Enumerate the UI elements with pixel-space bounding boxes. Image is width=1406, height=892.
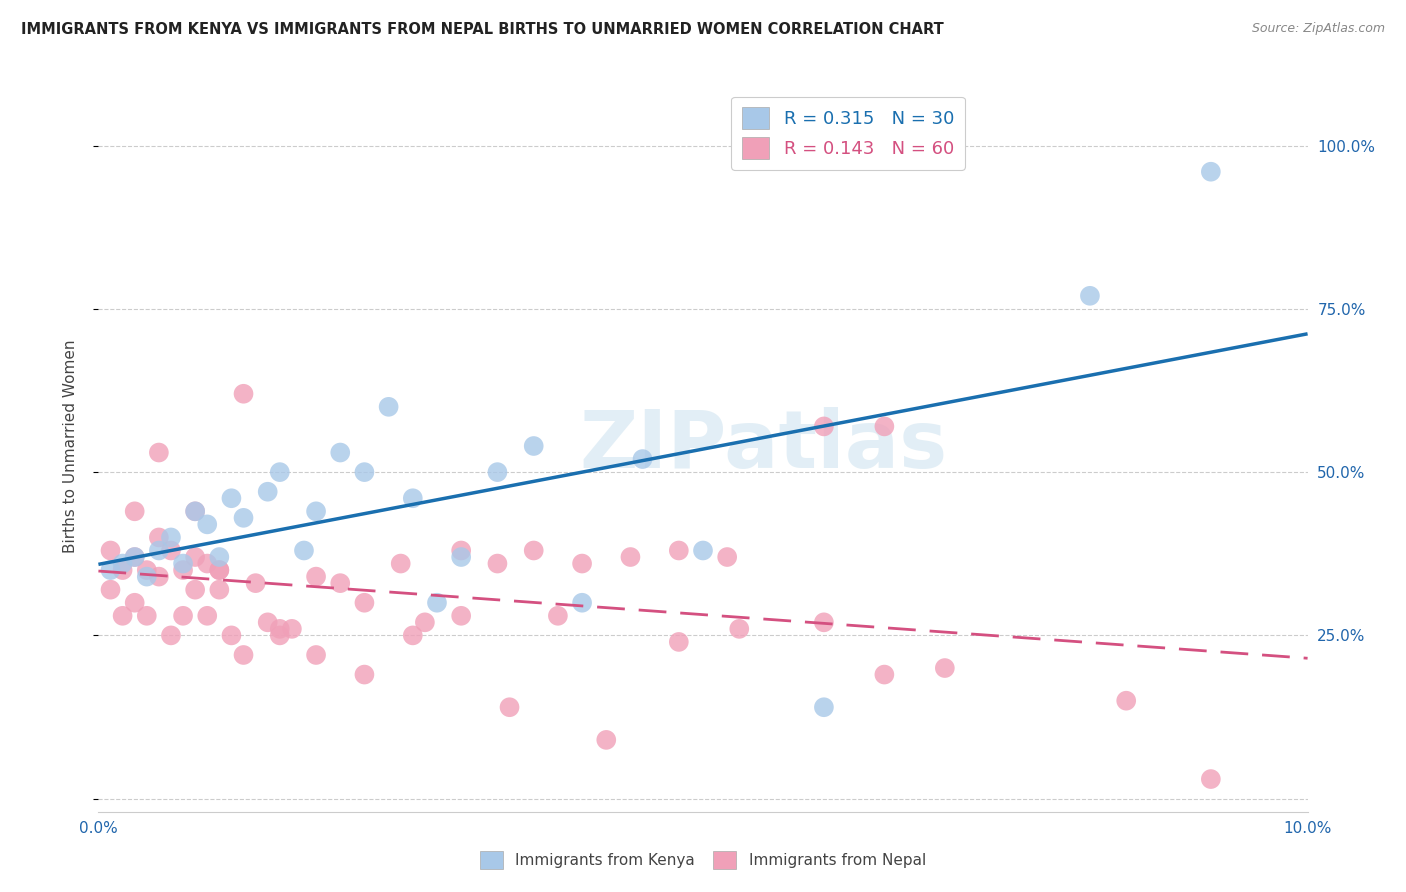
Point <box>305 569 328 583</box>
Point <box>232 648 254 662</box>
Point <box>450 543 472 558</box>
Point <box>172 557 194 571</box>
Point <box>160 530 183 544</box>
Point <box>172 608 194 623</box>
Point <box>160 628 183 642</box>
Point <box>353 465 375 479</box>
Point <box>256 615 278 630</box>
Point <box>148 543 170 558</box>
Point <box>195 517 218 532</box>
Point <box>195 557 218 571</box>
Point <box>1199 164 1222 178</box>
Point <box>329 576 352 591</box>
Point <box>221 628 243 642</box>
Point <box>184 504 207 518</box>
Point <box>728 622 751 636</box>
Point <box>692 543 714 558</box>
Point <box>135 563 157 577</box>
Point <box>813 615 835 630</box>
Point <box>353 667 375 681</box>
Point <box>135 608 157 623</box>
Point <box>148 445 170 459</box>
Point <box>148 530 170 544</box>
Point <box>124 504 146 518</box>
Point <box>426 596 449 610</box>
Point <box>523 439 546 453</box>
Point <box>486 465 509 479</box>
Y-axis label: Births to Unmarried Women: Births to Unmarried Women <box>63 339 77 553</box>
Point <box>413 615 436 630</box>
Text: ZIPatlas: ZIPatlas <box>579 407 948 485</box>
Point <box>1078 289 1101 303</box>
Point <box>208 582 231 597</box>
Point <box>813 700 835 714</box>
Point <box>1199 772 1222 786</box>
Point <box>135 569 157 583</box>
Point <box>668 543 690 558</box>
Point <box>208 563 231 577</box>
Point <box>498 700 520 714</box>
Point <box>595 732 617 747</box>
Point <box>124 549 146 564</box>
Point <box>269 465 291 479</box>
Point <box>873 419 896 434</box>
Point <box>111 608 134 623</box>
Point <box>450 549 472 564</box>
Point <box>232 386 254 401</box>
Point <box>256 484 278 499</box>
Point <box>208 563 231 577</box>
Point <box>269 622 291 636</box>
Point <box>353 596 375 610</box>
Point <box>450 608 472 623</box>
Point <box>305 504 328 518</box>
Point <box>813 419 835 434</box>
Point <box>232 511 254 525</box>
Point <box>160 543 183 558</box>
Point <box>184 504 207 518</box>
Point <box>305 648 328 662</box>
Point <box>523 543 546 558</box>
Point <box>1115 694 1137 708</box>
Text: Source: ZipAtlas.com: Source: ZipAtlas.com <box>1251 22 1385 36</box>
Point <box>124 549 146 564</box>
Point <box>631 452 654 467</box>
Point <box>402 628 425 642</box>
Point <box>111 563 134 577</box>
Point <box>100 543 122 558</box>
Point <box>111 557 134 571</box>
Point <box>221 491 243 506</box>
Legend: R = 0.315   N = 30, R = 0.143   N = 60: R = 0.315 N = 30, R = 0.143 N = 60 <box>731 96 965 169</box>
Point <box>184 549 207 564</box>
Point <box>292 543 315 558</box>
Point <box>148 569 170 583</box>
Point <box>281 622 304 636</box>
Point <box>619 549 641 564</box>
Point <box>873 667 896 681</box>
Point <box>172 563 194 577</box>
Legend: Immigrants from Kenya, Immigrants from Nepal: Immigrants from Kenya, Immigrants from N… <box>474 845 932 875</box>
Point <box>668 635 690 649</box>
Point <box>329 445 352 459</box>
Point <box>571 596 593 610</box>
Point <box>402 491 425 506</box>
Point <box>124 596 146 610</box>
Point <box>377 400 399 414</box>
Point <box>269 628 291 642</box>
Point <box>208 549 231 564</box>
Point <box>100 563 122 577</box>
Point <box>100 582 122 597</box>
Point <box>486 557 509 571</box>
Point <box>195 608 218 623</box>
Text: IMMIGRANTS FROM KENYA VS IMMIGRANTS FROM NEPAL BIRTHS TO UNMARRIED WOMEN CORRELA: IMMIGRANTS FROM KENYA VS IMMIGRANTS FROM… <box>21 22 943 37</box>
Point <box>716 549 738 564</box>
Point <box>547 608 569 623</box>
Point <box>571 557 593 571</box>
Point <box>245 576 267 591</box>
Point <box>184 582 207 597</box>
Point <box>389 557 412 571</box>
Point <box>934 661 956 675</box>
